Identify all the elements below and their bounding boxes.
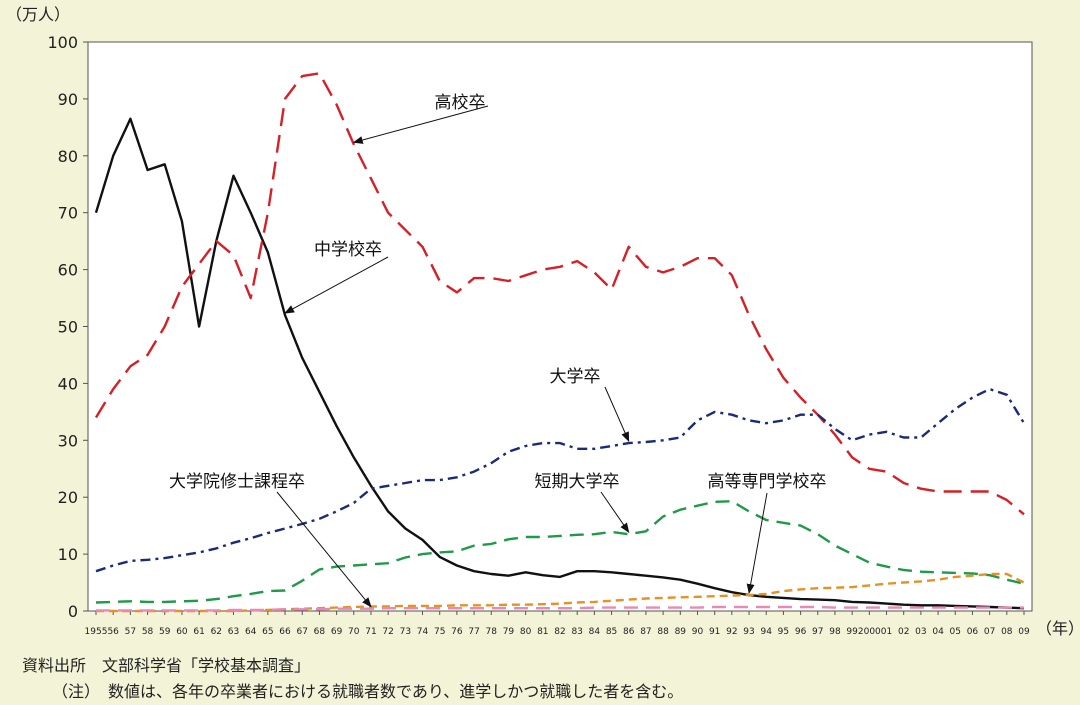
annotation-arrow xyxy=(284,256,389,314)
x-tick-label: 79 xyxy=(503,627,515,637)
y-tick-label: 0 xyxy=(68,602,78,621)
x-tick-label: 78 xyxy=(486,627,498,637)
x-tick-label: 93 xyxy=(743,627,754,637)
footnote: （注） 数値は、各年の卒業者における就職者数であり、進学しかつ就職した者を含む。 xyxy=(52,682,684,701)
x-tick-label: 60 xyxy=(176,627,188,637)
x-axis-ticks: 1955 56 57 58 59 60 61 62 63 64 65 66 67 68 69 70 71 72 73… xyxy=(85,611,1030,637)
x-tick-label: 88 xyxy=(657,627,669,637)
x-tick-label: 77 xyxy=(468,627,479,637)
x-tick-label: 04 xyxy=(932,627,944,637)
x-tick-label: 08 xyxy=(1001,627,1013,637)
x-tick-label: 96 xyxy=(795,627,807,637)
x-tick-label: 83 xyxy=(571,627,582,637)
x-tick-label: 86 xyxy=(623,627,635,637)
x-tick-label: 84 xyxy=(589,627,601,637)
series-line-2 xyxy=(95,387,1026,573)
y-tick-label: 90 xyxy=(58,90,78,109)
y-tick-label: 60 xyxy=(58,261,78,280)
series-line-3 xyxy=(95,500,1025,604)
y-tick-label: 30 xyxy=(58,431,78,450)
x-tick-label: 56 xyxy=(107,627,119,637)
x-tick-label: 63 xyxy=(228,627,239,637)
annotation-arrow xyxy=(604,386,630,443)
x-tick-label: 71 xyxy=(365,627,376,637)
x-tick-label: 58 xyxy=(142,627,154,637)
x-tick-label: 64 xyxy=(245,627,257,637)
series-label: 高校卒 xyxy=(435,93,486,113)
y-tick-label: 70 xyxy=(58,204,78,223)
x-tick-label: 87 xyxy=(640,627,651,637)
annotation-arrow xyxy=(600,491,630,534)
x-tick-label: 72 xyxy=(382,627,393,637)
x-tick-label: 74 xyxy=(417,627,429,637)
x-tick-label: 73 xyxy=(400,627,411,637)
x-unit-label: （年） xyxy=(1036,619,1080,638)
series-line-1 xyxy=(94,72,1025,516)
x-tick-label: 98 xyxy=(829,627,841,637)
y-tick-label: 50 xyxy=(58,318,78,337)
x-tick-label: 97 xyxy=(812,627,823,637)
series-lines xyxy=(94,72,1026,613)
x-tick-label: 90 xyxy=(692,627,704,637)
x-tick-label: 85 xyxy=(606,627,617,637)
x-tick-label: 59 xyxy=(159,627,171,637)
x-tick-label: 61 xyxy=(193,627,204,637)
x-tick-label: 05 xyxy=(950,627,961,637)
x-tick-label: 09 xyxy=(1018,627,1030,637)
x-tick-label: 68 xyxy=(314,627,326,637)
y-unit-label: （万人） xyxy=(6,5,70,24)
y-tick-label: 20 xyxy=(58,488,78,507)
x-tick-label: 2000 xyxy=(858,627,881,637)
x-tick-label: 99 xyxy=(846,627,858,637)
plot-area xyxy=(87,41,1033,612)
series-label: 大学卒 xyxy=(550,367,601,387)
x-tick-label: 02 xyxy=(898,627,909,637)
x-tick-label: 03 xyxy=(915,627,926,637)
x-tick-label: 76 xyxy=(451,627,463,637)
x-tick-label: 82 xyxy=(554,627,565,637)
x-tick-label: 06 xyxy=(967,627,979,637)
annotation-arrow xyxy=(352,105,489,144)
x-tick-label: 57 xyxy=(125,627,136,637)
series-label: 大学院修士課程卒 xyxy=(169,472,305,492)
y-axis-ticks: 0 10 20 30 40 50 60 70 80 90 100 xyxy=(47,33,88,621)
series-label: 中学校卒 xyxy=(314,240,382,260)
x-tick-label: 66 xyxy=(279,627,291,637)
x-tick-label: 92 xyxy=(726,627,737,637)
series-line-5 xyxy=(96,605,1024,612)
x-tick-label: 62 xyxy=(211,627,222,637)
x-tick-label: 69 xyxy=(331,627,343,637)
x-tick-label: 07 xyxy=(984,627,995,637)
x-tick-label: 80 xyxy=(520,627,532,637)
y-tick-label: 40 xyxy=(58,374,78,393)
x-tick-label: 01 xyxy=(881,627,892,637)
series-label: 短期大学卒 xyxy=(535,472,620,492)
annotation-arrow xyxy=(276,491,372,608)
x-tick-label: 65 xyxy=(262,627,273,637)
source-note: 資料出所 文部科学省「学校基本調査」 xyxy=(22,656,311,675)
x-tick-label: 81 xyxy=(537,627,548,637)
y-tick-label: 100 xyxy=(47,33,78,52)
series-line-4 xyxy=(96,572,1025,613)
x-tick-label: 70 xyxy=(348,627,360,637)
x-tick-label: 75 xyxy=(434,627,445,637)
x-tick-label: 1955 xyxy=(85,627,108,637)
x-tick-label: 95 xyxy=(778,627,789,637)
x-tick-label: 91 xyxy=(709,627,720,637)
y-tick-label: 80 xyxy=(58,147,78,166)
y-tick-label: 10 xyxy=(58,545,78,564)
x-tick-label: 94 xyxy=(760,627,772,637)
series-label: 高等専門学校卒 xyxy=(708,472,827,492)
x-tick-label: 89 xyxy=(675,627,687,637)
x-tick-label: 67 xyxy=(296,627,307,637)
annotation-arrow xyxy=(746,492,768,595)
series-line-0 xyxy=(94,117,1025,610)
